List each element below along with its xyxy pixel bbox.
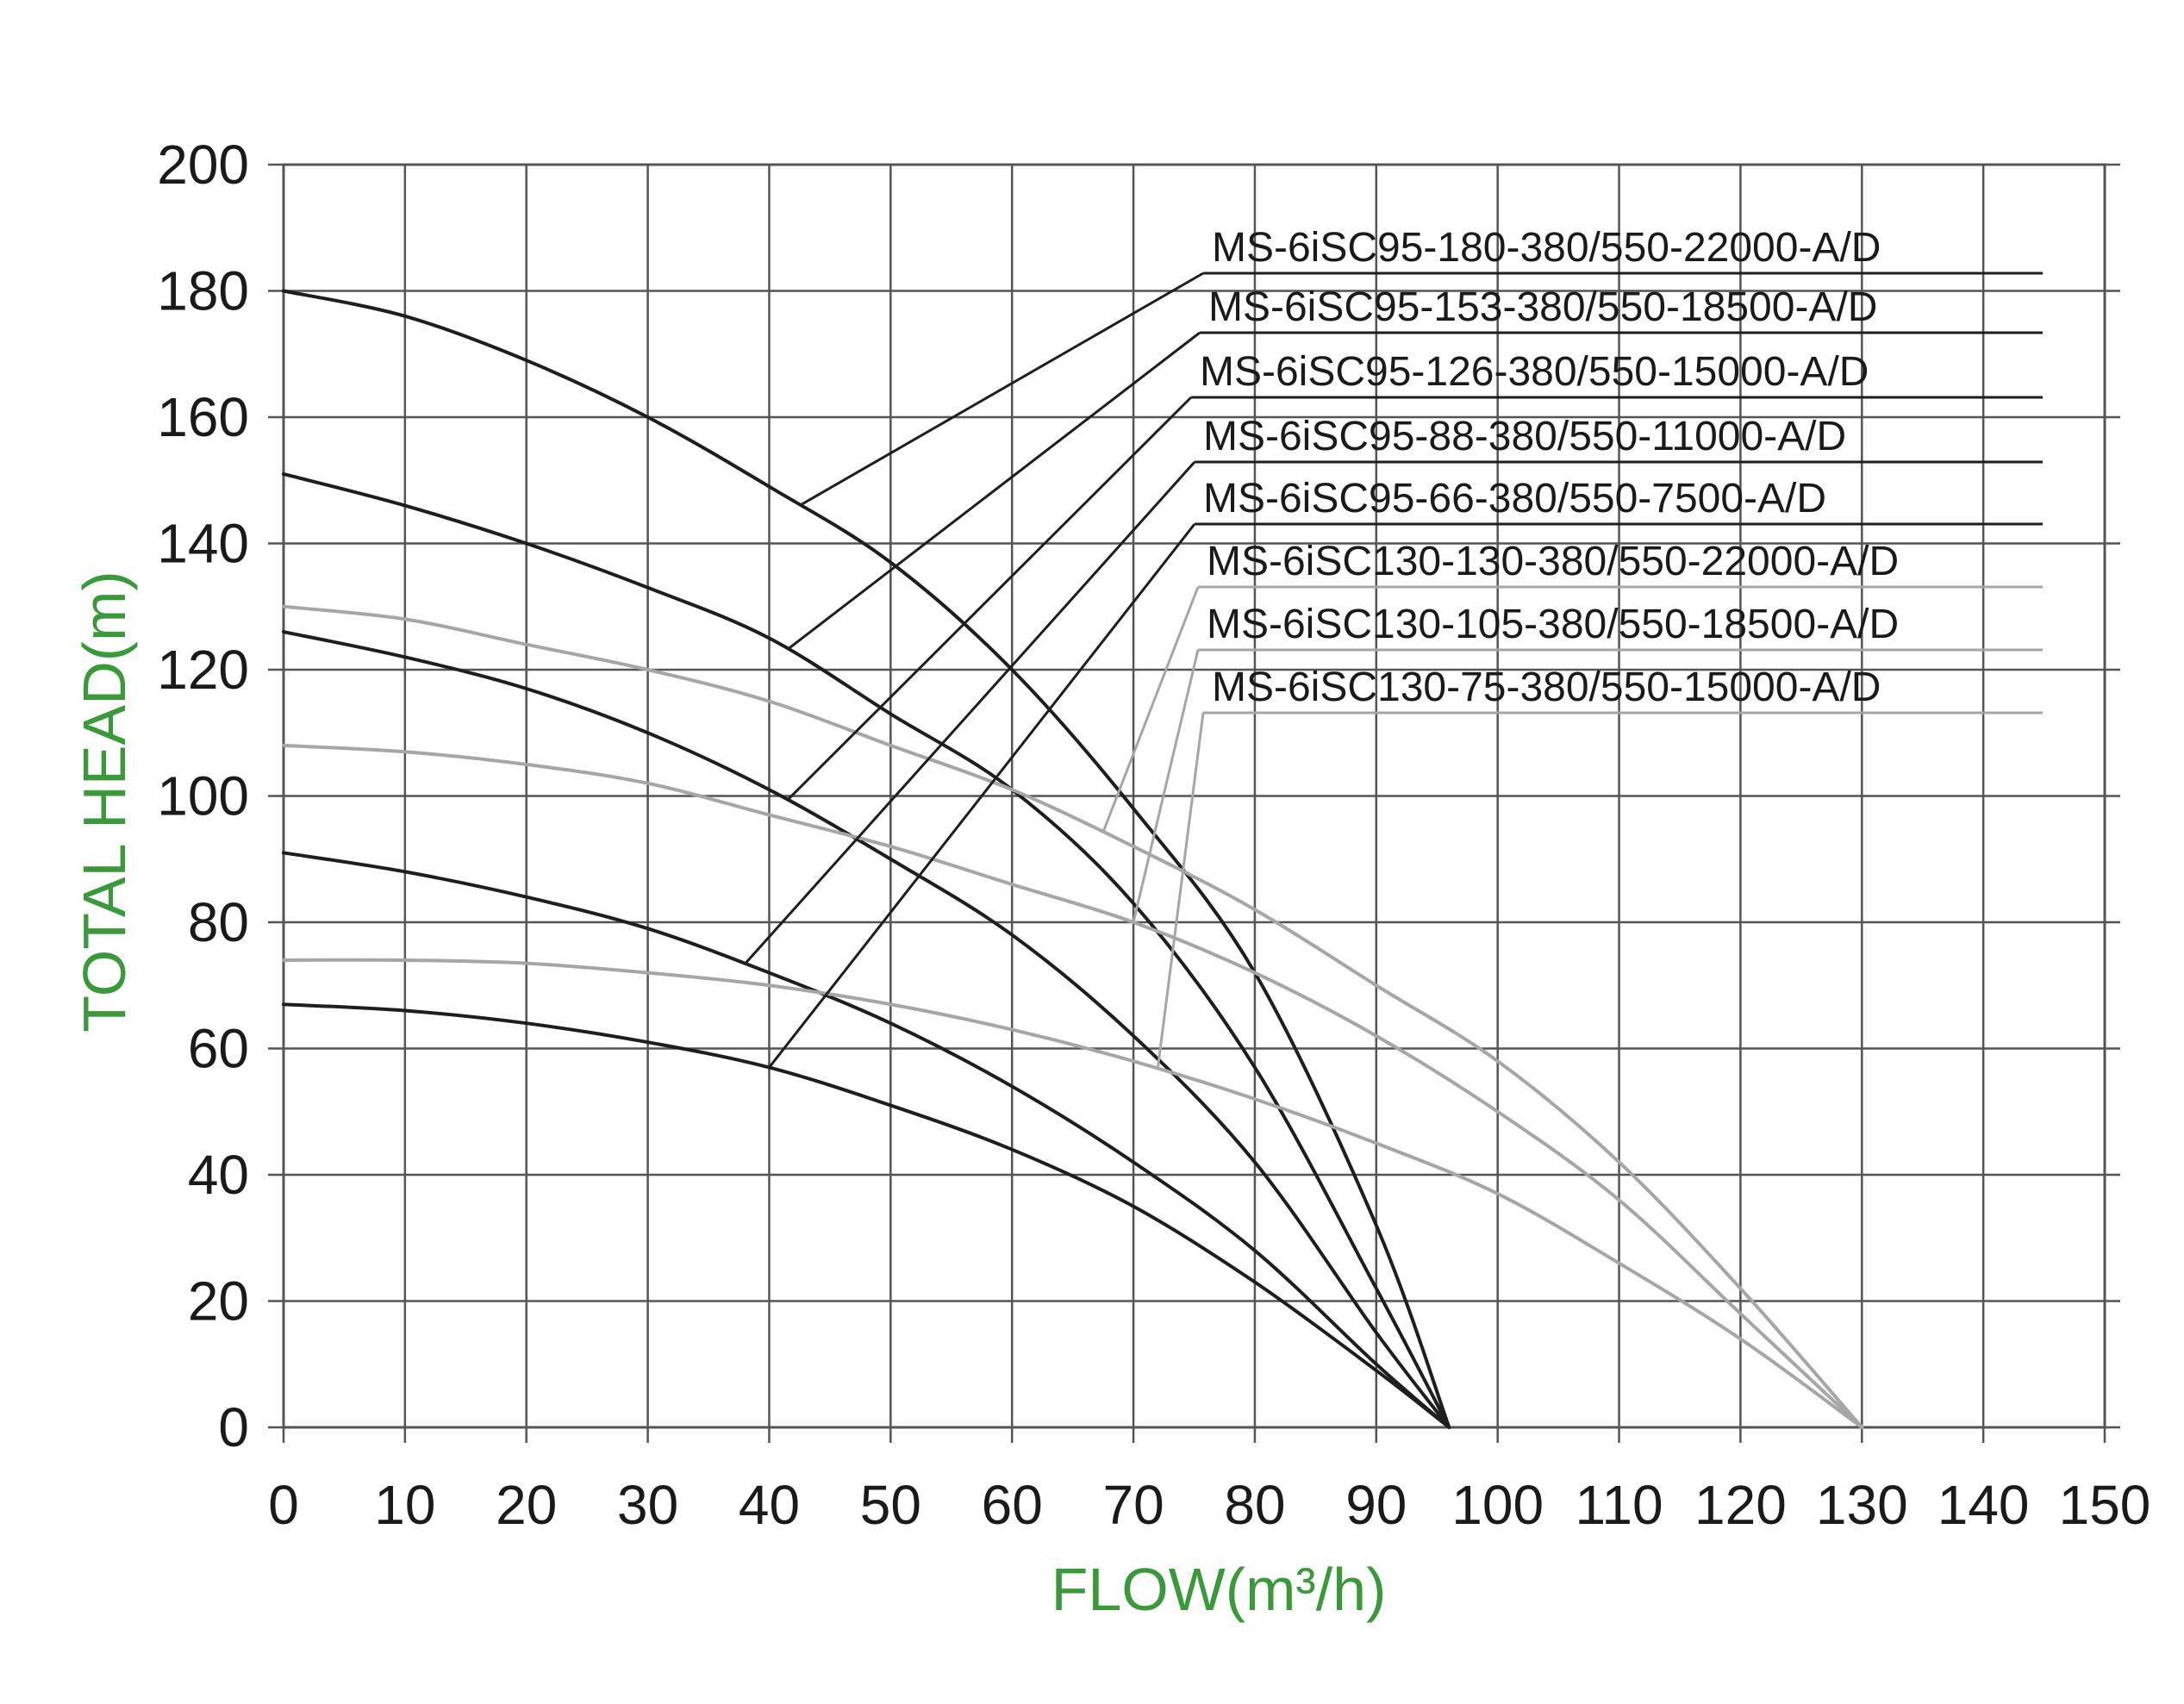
series-layer [282,289,1864,1429]
x-tick-label: 140 [1938,1474,2030,1536]
legend-entry: MS-6iSC95-180-380/550-22000-A/D [1212,225,1881,271]
x-tick-label: 30 [617,1474,678,1536]
series-line [282,851,1451,1429]
plot-frame [282,163,2106,1429]
y-tick-label: 60 [188,1018,249,1080]
legend-leader-line [786,396,1193,802]
y-tick-label: 160 [157,386,249,448]
x-tick-label: 150 [2059,1474,2151,1536]
y-tick-label: 0 [218,1396,249,1458]
x-tick-label: 10 [374,1474,435,1536]
legend-entry: MS-6iSC130-105-380/550-18500-A/D [1207,602,1899,647]
x-tick-label: 80 [1224,1474,1285,1536]
y-tick-label: 80 [188,891,249,953]
legend-entry: MS-6iSC95-126-380/550-15000-A/D [1200,349,1869,395]
series-line [282,743,1864,1429]
legend-leader-line [744,460,1196,965]
tick-label-layer: 0 10 20 30 40 50 60 70 80 90 100 110 120 130 140 150 0 20… [157,134,2150,1536]
x-tick-label: 20 [496,1474,557,1536]
series-line [282,604,1864,1429]
legend-leader-layer [744,272,1205,1070]
series-line [282,1002,1451,1429]
x-tick-label: 100 [1451,1474,1544,1536]
legend-leader-line [1132,649,1200,923]
y-tick-label: 120 [157,639,249,701]
x-tick-label: 40 [739,1474,800,1536]
x-axis-title: FLOW(m³/h) [1051,1556,1387,1623]
y-tick-label: 180 [157,260,249,322]
legend-leader-line [1156,712,1205,1070]
legend-leader-line [1101,586,1200,833]
legend-entry: MS-6iSC95-88-380/550-11000-A/D [1203,414,1846,459]
grid-layer [268,163,2120,1443]
series-line [282,471,1451,1429]
legend-leader-line [798,272,1204,507]
legend-entry: MS-6iSC130-75-380/550-15000-A/D [1212,665,1881,710]
x-tick-label: 0 [268,1474,299,1536]
x-tick-label: 130 [1816,1474,1908,1536]
y-tick-label: 20 [188,1270,249,1333]
y-tick-label: 40 [188,1144,249,1206]
y-tick-label: 100 [157,765,249,827]
legend-entry: MS-6iSC130-130-380/550-22000-A/D [1207,539,1899,584]
x-tick-label: 120 [1694,1474,1787,1536]
legend-leader-line [768,523,1196,1069]
series-line [282,289,1451,1429]
series-line [282,630,1451,1429]
legend-entry: MS-6iSC95-153-380/550-18500-A/D [1208,284,1877,330]
y-tick-label: 140 [157,513,249,575]
x-tick-label: 70 [1102,1474,1164,1536]
x-tick-label: 50 [860,1474,921,1536]
series-line [282,958,1864,1429]
legend-leader-line [786,331,1201,651]
legend-entry: MS-6iSC95-66-380/550-7500-A/D [1203,476,1826,521]
legend-layer: MS-6iSC95-180-380/550-22000-A/D MS-6iSC95… [1191,225,2043,715]
x-tick-label: 90 [1345,1474,1407,1536]
y-axis-title: TOTAL HEAD(m) [71,571,138,1032]
y-tick-label: 200 [157,134,249,196]
x-tick-label: 60 [982,1474,1043,1536]
x-tick-label: 110 [1576,1474,1663,1536]
